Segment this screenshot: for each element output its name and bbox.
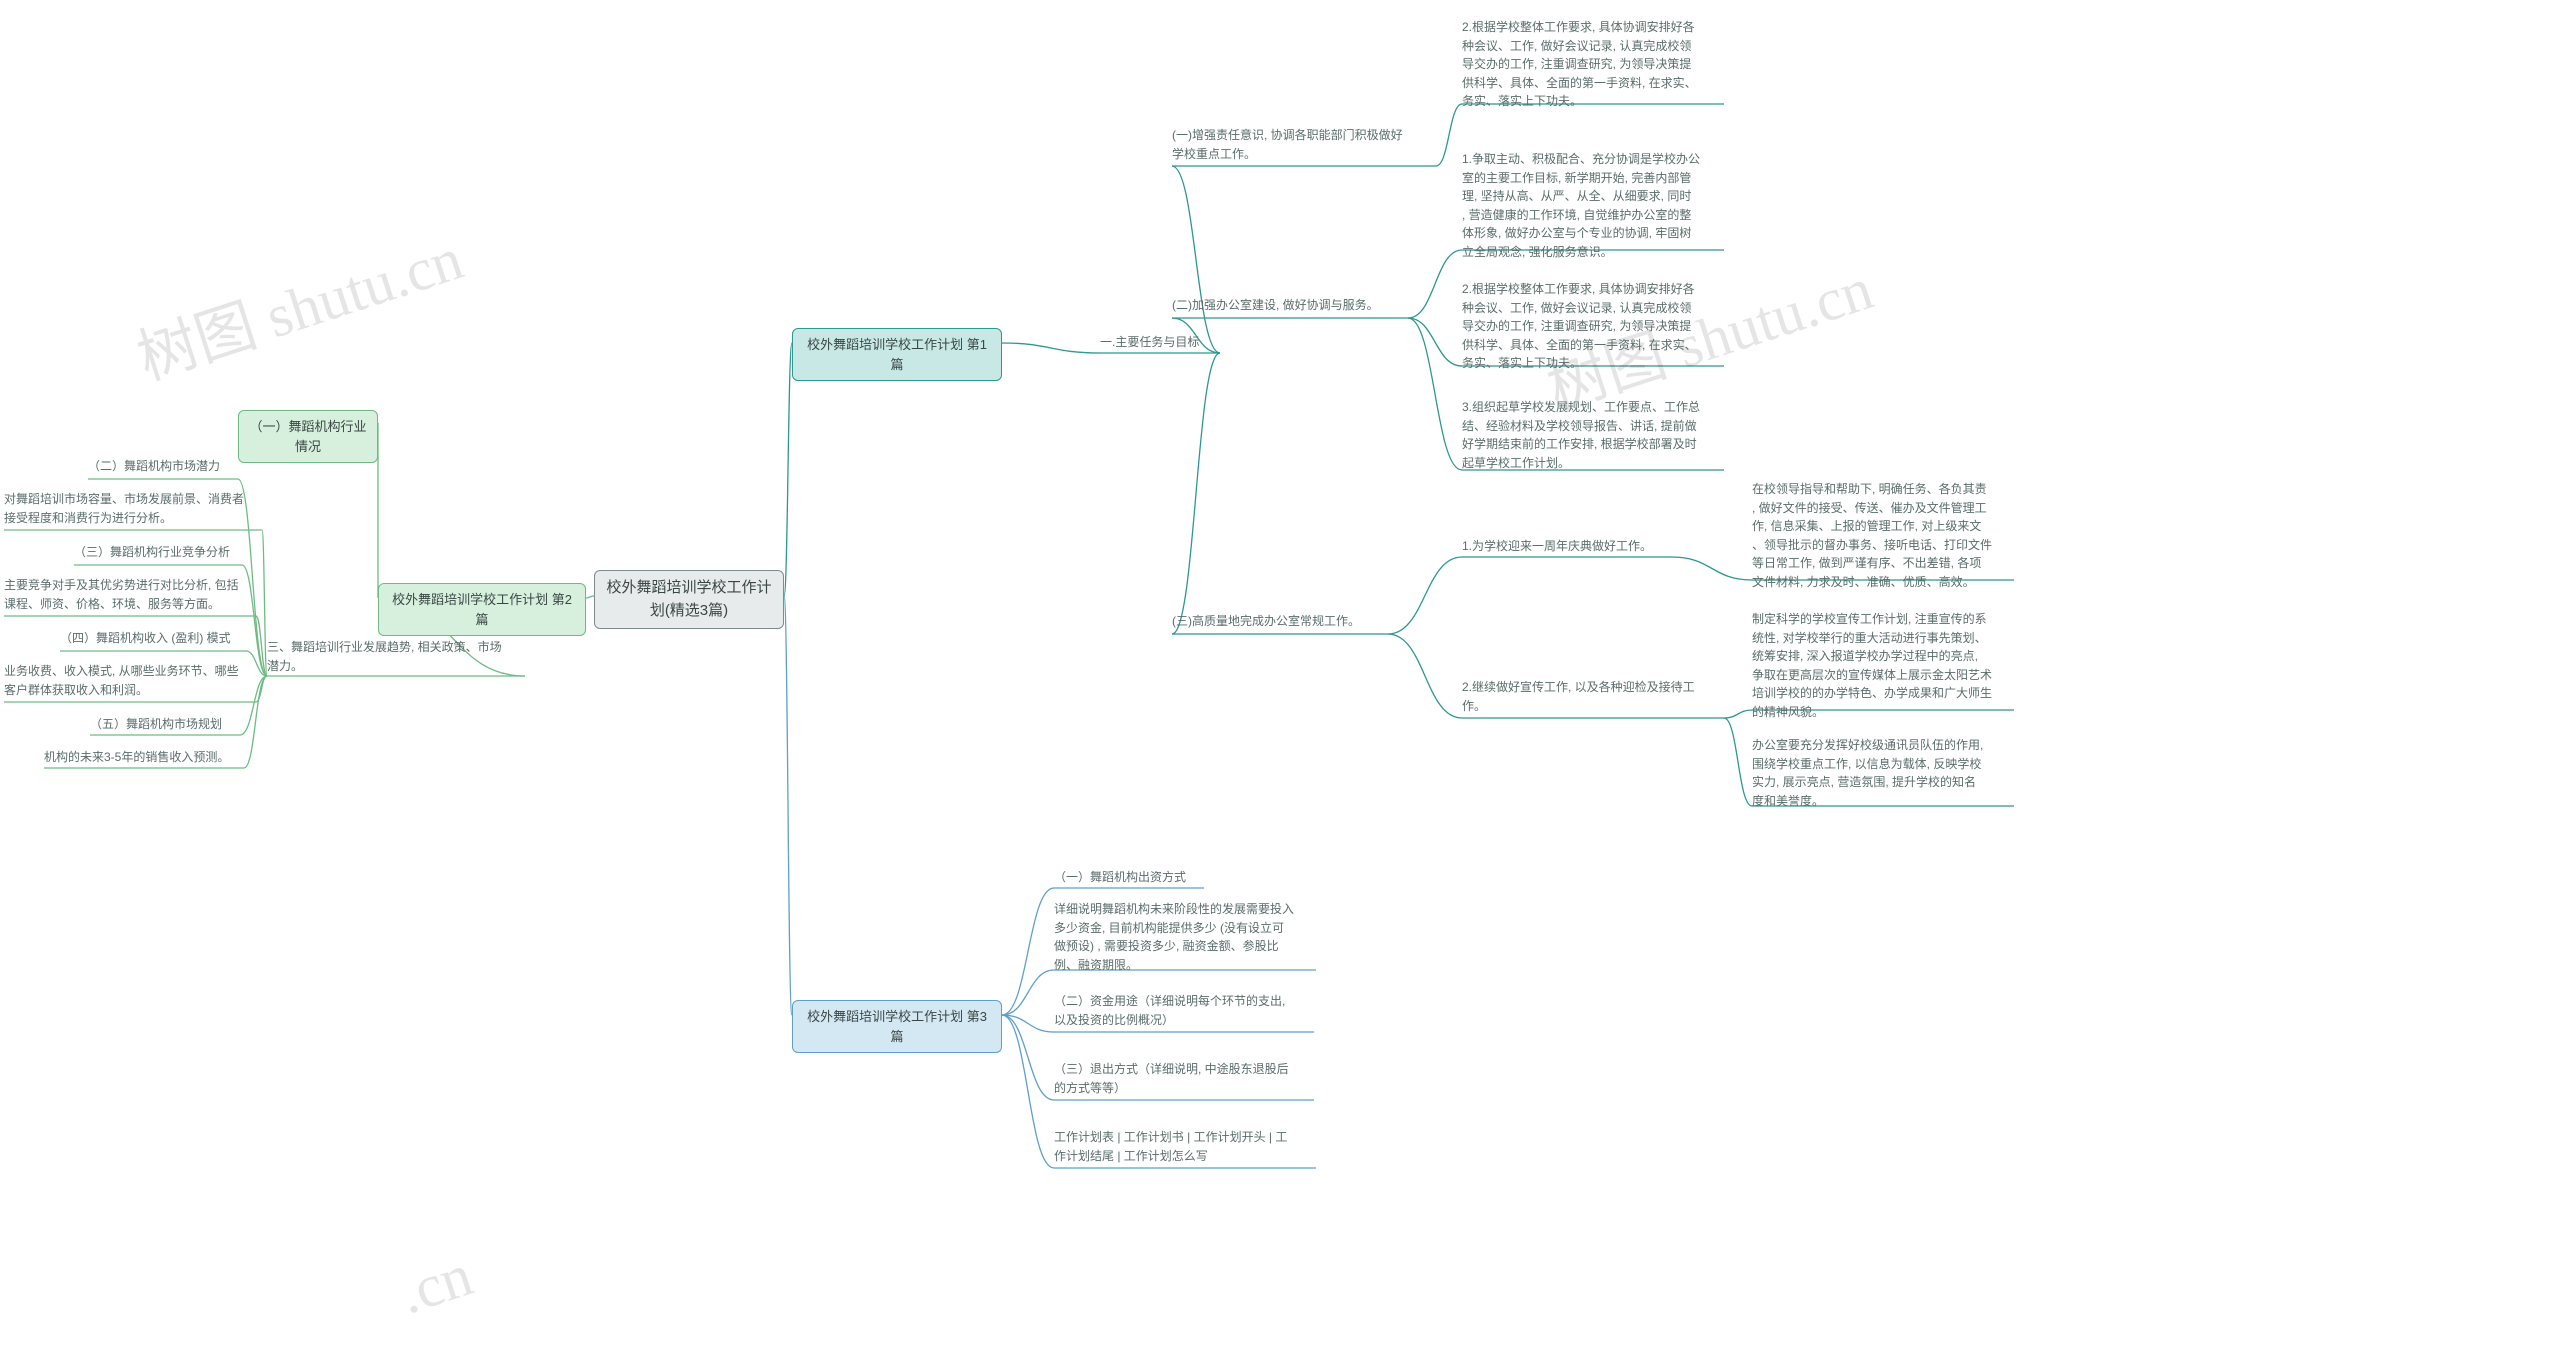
mindmap-canvas: 树图 shutu.cn树图 shutu.cn.cn校外舞蹈培训学校工作计 划(精… <box>0 0 2560 1367</box>
leaf-node: 1.为学校迎来一周年庆典做好工作。 <box>1462 537 1672 557</box>
leaf-node: 对舞蹈培训市场容量、市场发展前景、消费者 接受程度和消费行为进行分析。 <box>4 490 262 530</box>
leaf-node: 制定科学的学校宣传工作计划, 注重宣传的系 统性, 对学校举行的重大活动进行事先… <box>1752 610 2014 722</box>
branch-node: 校外舞蹈培训学校工作计划 第2篇 <box>378 583 586 636</box>
root-node: 校外舞蹈培训学校工作计 划(精选3篇) <box>594 570 784 629</box>
watermark: .cn <box>391 1241 480 1329</box>
leaf-node: （五）舞蹈机构市场规划 <box>90 715 240 735</box>
child-node: （二）资金用途（详细说明每个环节的支出, 以及投资的比例概况） <box>1054 992 1314 1032</box>
leaf-node: (三)高质量地完成办公室常规工作。 <box>1172 612 1388 634</box>
leaf-node: 机构的未来3-5年的销售收入预测。 <box>44 748 244 768</box>
leaf-node: 2.根据学校整体工作要求, 具体协调安排好各 种会议、工作, 做好会议记录, 认… <box>1462 280 1724 373</box>
leaf-node: 2.根据学校整体工作要求, 具体协调安排好各 种会议、工作, 做好会议记录, 认… <box>1462 18 1724 111</box>
leaf-node: 在校领导指导和帮助下, 明确任务、各负其责 , 做好文件的接受、传送、催办及文件… <box>1752 480 2014 592</box>
leaf-node: 2.继续做好宣传工作, 以及各种迎检及接待工 作。 <box>1462 678 1724 718</box>
leaf-node: 业务收费、收入模式, 从哪些业务环节、哪些 客户群体获取收入和利润。 <box>4 662 256 702</box>
child-node: 详细说明舞蹈机构未来阶段性的发展需要投入 多少资金, 目前机构能提供多少 (没有… <box>1054 900 1316 974</box>
leaf-node: 主要竞争对手及其优劣势进行对比分析, 包括 课程、师资、价格、环境、服务等方面。 <box>4 576 256 616</box>
child-node: （一）舞蹈机构行业情况 <box>238 410 378 463</box>
leaf-node: (一)增强责任意识, 协调各职能部门积极做好 学校重点工作。 <box>1172 126 1436 166</box>
child-node: （一）舞蹈机构出资方式 <box>1054 868 1204 888</box>
watermark: 树图 shutu.cn <box>125 210 472 397</box>
child-node: 三、舞蹈培训行业发展趋势, 相关政策、市场 潜力。 <box>267 638 525 676</box>
leaf-node: （三）舞蹈机构行业竞争分析 <box>74 543 242 565</box>
child-node: 一.主要任务与目标 <box>1100 333 1220 353</box>
leaf-node: 办公室要充分发挥好校级通讯员队伍的作用, 围绕学校重点工作, 以信息为载体, 反… <box>1752 736 2014 810</box>
leaf-node: （四）舞蹈机构收入 (盈利) 模式 <box>60 629 246 651</box>
leaf-node: (二)加强办公室建设, 做好协调与服务。 <box>1172 296 1408 318</box>
child-node: 工作计划表 | 工作计划书 | 工作计划开头 | 工 作计划结尾 | 工作计划怎… <box>1054 1128 1316 1168</box>
branch-node: 校外舞蹈培训学校工作计划 第3篇 <box>792 1000 1002 1053</box>
leaf-node: 3.组织起草学校发展规划、工作要点、工作总 结、经验材料及学校领导报告、讲话, … <box>1462 398 1724 472</box>
leaf-node: （二）舞蹈机构市场潜力 <box>88 457 238 479</box>
leaf-node: 1.争取主动、积极配合、充分协调是学校办公 室的主要工作目标, 新学期开始, 完… <box>1462 150 1724 262</box>
branch-node: 校外舞蹈培训学校工作计划 第1篇 <box>792 328 1002 381</box>
child-node: （三）退出方式（详细说明, 中途股东退股后 的方式等等） <box>1054 1060 1314 1100</box>
